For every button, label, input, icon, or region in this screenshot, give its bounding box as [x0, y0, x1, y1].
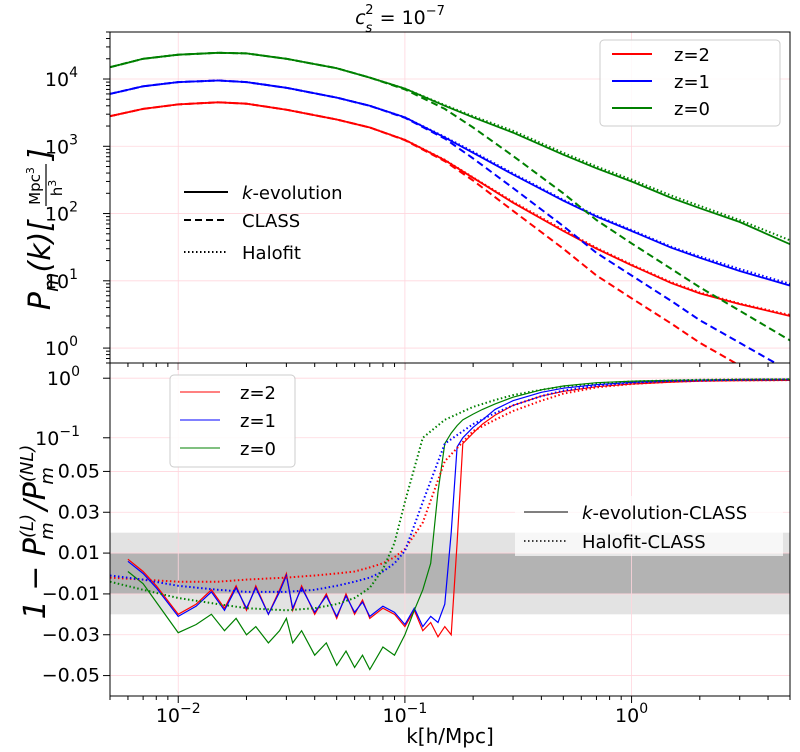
top-line-z-2-halofit: [110, 101, 790, 316]
svg-text:Pm(k)[: Pm(k)[: [23, 219, 63, 310]
bottom-series-lines: [110, 378, 790, 671]
top-line-z-1-class: [110, 79, 778, 363]
x-tick-label: 10−2: [156, 701, 201, 727]
top-legend-label-halofit: Halofit: [242, 243, 301, 264]
bottom-y-tick-label: 0.05: [58, 460, 100, 482]
x-axis-label: k[h/Mpc]: [406, 724, 494, 748]
top-line-z-0-halofit: [110, 51, 790, 242]
top-legend-label-class: CLASS: [242, 211, 300, 232]
top-y-axis-label: Pm(k)[ Mpc3 h3 ]: [23, 148, 66, 310]
svg-text:h3: h3: [46, 180, 66, 197]
bottom-y-tick-label: 0.03: [58, 501, 100, 523]
svg-text:]: ]: [23, 148, 58, 162]
error-band-inner: [110, 553, 790, 594]
bottom-y-tick-label: −0.01: [42, 583, 100, 605]
top-line-z-2-k-evolution: [110, 101, 790, 317]
top-y-tick-label: 101: [45, 267, 78, 293]
chart-title: cs2 = 10−7: [355, 3, 445, 36]
bottom-legend-label-kevolution-class: k-evolution-CLASS: [582, 503, 747, 524]
bottom-legend-label-z0: z=0: [240, 439, 276, 460]
top-y-tick-label: 103: [45, 132, 78, 158]
bottom-gridlines: [110, 363, 790, 696]
top-color-legend: z=2 z=1 z=0: [599, 39, 781, 127]
svg-text:1 − P(L)m/P(NL)m: 1 − P(L)m/P(NL)m: [17, 445, 58, 620]
bottom-ticks: 10−2 10−1 100 100 10−1 0.05 0.03 0.01 −0.01 −0.03…: [35, 364, 791, 727]
bottom-y-axis-label: 1 − P(L)m/P(NL)m: [17, 445, 58, 620]
bottom-legend-label-z2: z=2: [240, 383, 276, 404]
top-style-legend: k-evolution CLASS Halofit: [184, 183, 343, 264]
bottom-legend-label-z1: z=1: [240, 411, 276, 432]
x-tick-label: 100: [615, 701, 648, 727]
bottom-y-tick-label: −0.05: [42, 665, 100, 687]
top-series-lines: [110, 51, 790, 363]
top-y-tick-label: 100: [45, 334, 78, 360]
bottom-line-z-0-k-evolution-class: [127, 378, 790, 671]
top-y-tick-label: 102: [45, 200, 78, 226]
top-y-tick-label: 104: [45, 65, 78, 91]
top-line-z-2-class: [110, 101, 738, 363]
top-legend-label-z0: z=0: [674, 99, 710, 120]
bottom-y-tick-label: 10−1: [35, 424, 80, 450]
top-line-z-0-class: [110, 51, 790, 342]
bottom-color-legend: z=2 z=1 z=0: [169, 374, 296, 468]
bottom-line-z-2-halofit-class: [110, 379, 790, 583]
bottom-y-tick-label: 0.01: [58, 542, 100, 564]
bottom-plot-frame: [109, 362, 791, 697]
bottom-y-tick-label: −0.03: [42, 624, 100, 646]
top-legend-label-kevolution: k-evolution: [242, 183, 343, 204]
bottom-line-z-1-halofit-class: [110, 378, 790, 593]
top-legend-label-z2: z=2: [674, 45, 710, 66]
bottom-legend-label-halofit-class: Halofit-CLASS: [582, 532, 706, 553]
top-line-z-1-halofit: [110, 79, 790, 285]
bottom-line-z-1-k-evolution-class: [127, 379, 790, 628]
x-tick-label: 10−1: [382, 701, 427, 727]
bottom-style-legend: k-evolution-CLASS Halofit-CLASS: [515, 496, 783, 556]
top-legend-label-z1: z=1: [674, 72, 710, 93]
top-panel: 104 103 102 101 100 cs2 = 10−7 Pm(k)[ Mpc3 h…: [23, 3, 791, 370]
top-y-ticks: 104 103 102 101 100: [45, 31, 791, 370]
bottom-panel: 10−2 10−1 100 100 10−1 0.05 0.03 0.01 −0.01 −0.03…: [17, 362, 791, 748]
svg-text:Mpc3: Mpc3: [24, 167, 44, 205]
bottom-y-tick-label: 100: [47, 364, 80, 390]
